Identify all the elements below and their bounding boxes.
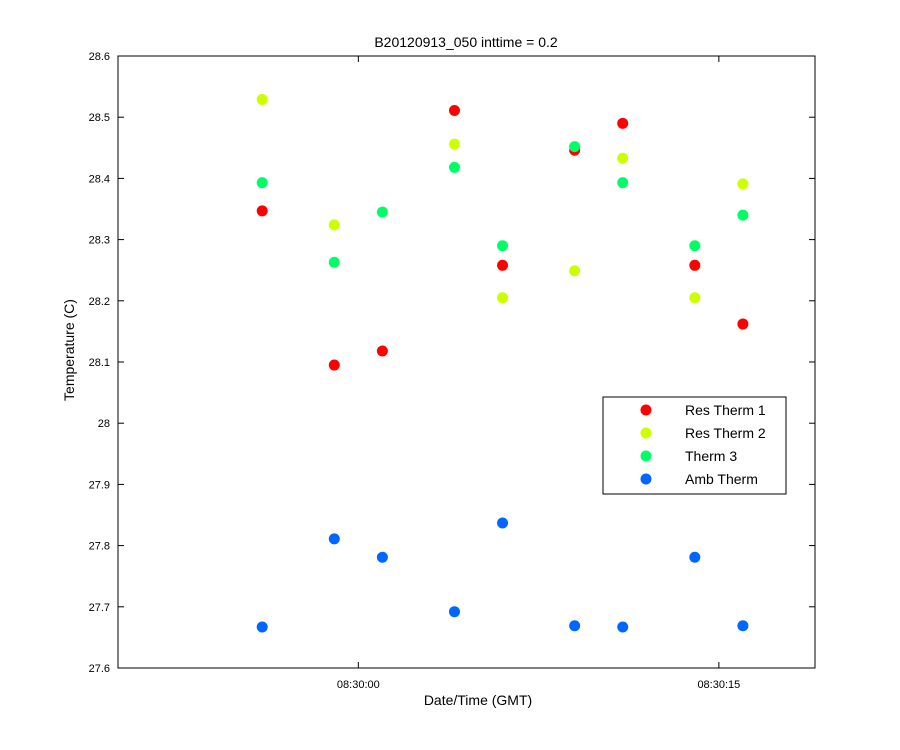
data-point-amb-therm (256, 621, 268, 633)
y-tick-label: 28.4 (89, 173, 110, 185)
axis-ticks: 27.6 27.7 27.8 27.9 28 28.1 28.2 28.3 28.4 28.5 28… (89, 51, 815, 691)
data-point-therm-3 (448, 161, 460, 173)
y-tick-label: 27.9 (89, 479, 110, 491)
data-point-res-therm-1 (256, 205, 268, 217)
legend-marker-res-therm-1 (640, 404, 652, 416)
data-point-res-therm-2 (256, 93, 268, 105)
legend: Res Therm 1 Res Therm 2 Therm 3 Amb Therm (602, 396, 787, 495)
data-point-therm-3 (328, 256, 340, 268)
data-point-therm-3 (497, 240, 509, 252)
y-axis-title: Temperature (C) (61, 299, 77, 401)
legend-marker-therm-3 (640, 450, 652, 462)
y-tick-label: 27.6 (89, 663, 110, 675)
y-tick-label: 28.6 (89, 51, 110, 63)
data-point-amb-therm (328, 533, 340, 545)
data-point-therm-3 (737, 209, 749, 221)
data-point-res-therm-1 (617, 117, 629, 129)
data-point-res-therm-2 (689, 292, 701, 304)
data-point-therm-3 (569, 141, 581, 153)
x-tick-label: 08:30:00 (337, 679, 380, 691)
y-tick-label: 28.3 (89, 235, 110, 247)
data-point-res-therm-2 (569, 265, 581, 277)
data-point-res-therm-2 (737, 178, 749, 190)
data-point-res-therm-1 (376, 345, 388, 357)
data-point-amb-therm (617, 621, 629, 633)
y-tick-label: 27.8 (89, 541, 110, 553)
y-tick-label: 28.2 (89, 296, 110, 308)
legend-label-res-therm-2: Res Therm 2 (685, 425, 766, 441)
data-point-res-therm-1 (497, 259, 509, 271)
y-tick-label: 28.1 (89, 357, 110, 369)
data-point-amb-therm (689, 551, 701, 563)
data-point-amb-therm (376, 551, 388, 563)
data-point-amb-therm (448, 606, 460, 618)
data-point-therm-3 (689, 240, 701, 252)
legend-marker-amb-therm (640, 473, 652, 485)
y-tick-label: 28 (98, 418, 110, 430)
y-tick-label: 27.7 (89, 602, 110, 614)
x-tick-label: 08:30:15 (697, 679, 740, 691)
legend-label-therm-3: Therm 3 (685, 448, 737, 464)
data-point-res-therm-1 (448, 104, 460, 116)
chart-title: B20120913_050 inttime = 0.2 (374, 34, 558, 50)
legend-marker-res-therm-2 (640, 427, 652, 439)
legend-box (602, 396, 787, 495)
data-point-res-therm-1 (737, 318, 749, 330)
data-point-therm-3 (617, 177, 629, 189)
data-point-amb-therm (569, 620, 581, 632)
data-point-therm-3 (256, 177, 268, 189)
legend-label-amb-therm: Amb Therm (685, 471, 758, 487)
data-point-amb-therm (737, 620, 749, 632)
data-points (256, 93, 749, 633)
y-tick-label: 28.5 (89, 112, 110, 124)
data-point-res-therm-1 (328, 359, 340, 371)
data-point-amb-therm (497, 517, 509, 529)
data-point-res-therm-2 (497, 292, 509, 304)
data-point-therm-3 (376, 206, 388, 218)
data-point-res-therm-2 (328, 219, 340, 231)
data-point-res-therm-2 (448, 138, 460, 150)
plot-area (117, 55, 816, 669)
legend-label-res-therm-1: Res Therm 1 (685, 402, 766, 418)
x-axis-title: Date/Time (GMT) (424, 692, 532, 708)
data-point-res-therm-1 (689, 259, 701, 271)
data-point-res-therm-2 (617, 152, 629, 164)
